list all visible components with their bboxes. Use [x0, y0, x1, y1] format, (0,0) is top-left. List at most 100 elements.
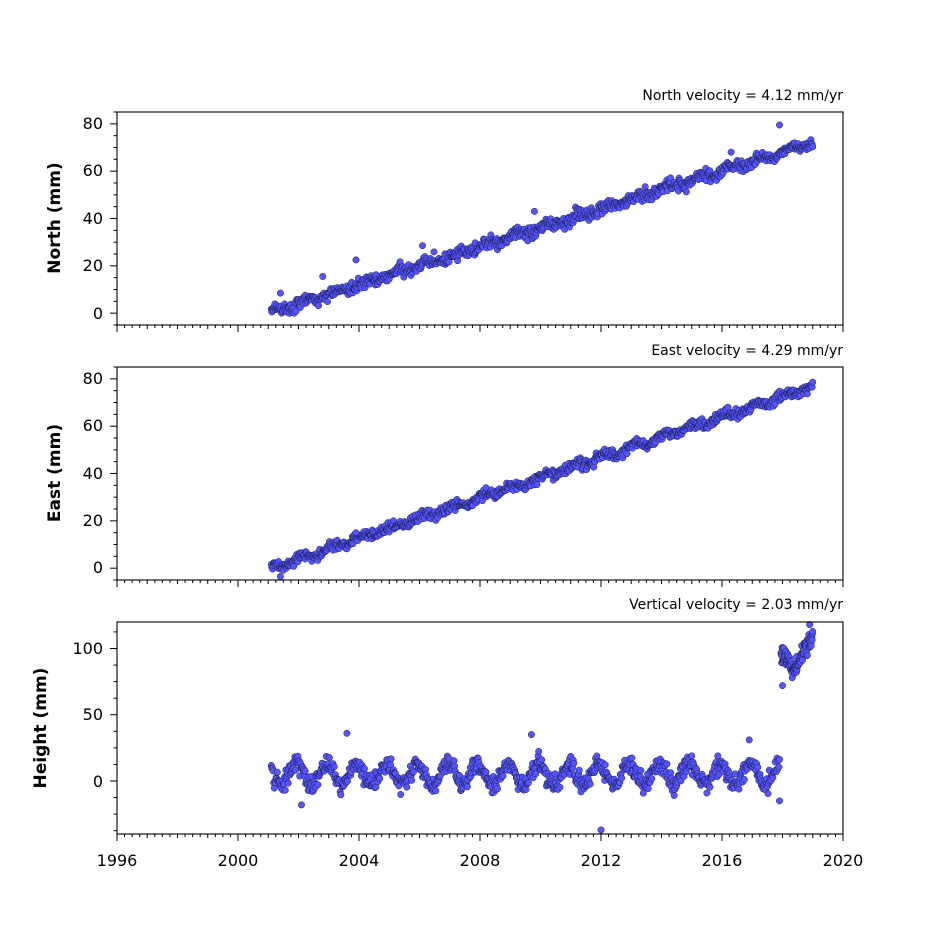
- outlier-point: [352, 529, 360, 537]
- x-tick-label: 1996: [97, 851, 138, 870]
- data-point: [463, 783, 471, 791]
- data-point: [532, 770, 540, 778]
- x-tick-label: 2020: [823, 851, 864, 870]
- data-point: [618, 774, 626, 782]
- data-point: [387, 755, 395, 763]
- outlier-point: [779, 682, 786, 690]
- data-point: [754, 763, 762, 771]
- x-tick-label: 2008: [460, 851, 501, 870]
- height-y-tick-label: 50: [83, 705, 103, 724]
- data-point: [663, 760, 671, 768]
- data-point: [714, 752, 722, 760]
- data-point: [628, 754, 636, 762]
- data-point: [344, 777, 351, 785]
- data-point: [764, 790, 772, 798]
- height-y-tick-label: 0: [93, 772, 103, 791]
- data-point: [360, 765, 368, 773]
- data-point: [524, 779, 532, 787]
- east-panel: East velocity = 4.29 mm/yr East (mm) 0 2…: [45, 343, 844, 587]
- north-plot-frame: [116, 111, 844, 326]
- data-point: [809, 378, 817, 386]
- data-point: [301, 767, 309, 775]
- data-point: [735, 785, 743, 793]
- data-point: [623, 450, 631, 458]
- east-plot-frame: [116, 366, 844, 581]
- height-ticks: [110, 631, 844, 841]
- data-point: [482, 768, 490, 776]
- height-points: [267, 621, 817, 834]
- data-point: [273, 768, 281, 776]
- x-tick-labels: 1996 2000 2004 2008 2012 2016 2020: [97, 851, 864, 870]
- outlier-point: [597, 826, 605, 834]
- height-y-tick-labels: 0 50 100: [72, 639, 103, 791]
- data-point: [330, 763, 338, 771]
- x-tick-label: 2004: [339, 851, 380, 870]
- data-point: [809, 143, 817, 151]
- data-point: [409, 768, 417, 776]
- data-point: [703, 789, 711, 797]
- height-panel: Vertical velocity = 2.03 mm/yr Height (m…: [31, 597, 863, 870]
- x-tick-label: 2012: [581, 851, 622, 870]
- x-tick-label: 2016: [702, 851, 743, 870]
- data-point: [376, 775, 384, 783]
- outlier-point: [352, 256, 360, 264]
- data-point: [403, 783, 411, 791]
- north-panel: North velocity = 4.12 mm/yr North (mm) 0…: [45, 88, 844, 332]
- outlier-point: [745, 736, 753, 744]
- data-point: [670, 792, 678, 799]
- data-point: [807, 642, 815, 650]
- data-point: [637, 767, 645, 774]
- data-point: [667, 174, 675, 182]
- data-point: [408, 776, 416, 784]
- data-point: [397, 791, 405, 798]
- data-point: [324, 298, 331, 306]
- north-velocity-title: North velocity = 4.12 mm/yr: [642, 88, 843, 104]
- east-ticks: [110, 366, 844, 587]
- height-plot-frame: [116, 621, 844, 835]
- data-point: [325, 754, 333, 762]
- east-y-tick-label: 40: [83, 464, 103, 483]
- data-point: [586, 780, 594, 788]
- data-point: [639, 789, 647, 797]
- data-point: [575, 766, 583, 774]
- data-point: [430, 248, 438, 256]
- data-point: [314, 781, 322, 789]
- outlier-point: [298, 801, 305, 809]
- east-velocity-title: East velocity = 4.29 mm/yr: [651, 343, 843, 359]
- data-point: [281, 786, 289, 794]
- data-point: [556, 783, 564, 791]
- east-y-tick-labels: 0 20 40 60 80: [83, 369, 103, 577]
- outlier-point: [419, 242, 426, 250]
- north-points: [267, 121, 817, 317]
- outlier-point: [776, 121, 783, 129]
- data-point: [740, 776, 748, 783]
- data-point: [533, 481, 541, 489]
- vertical-velocity-title: Vertical velocity = 2.03 mm/yr: [629, 597, 843, 613]
- data-point: [688, 752, 696, 760]
- data-point: [570, 759, 578, 767]
- north-axis-label: North (mm): [45, 162, 65, 273]
- data-point: [706, 783, 714, 791]
- x-tick-label: 2000: [218, 851, 259, 870]
- data-point: [775, 763, 783, 771]
- north-y-tick-label: 40: [83, 209, 103, 228]
- east-axis-label: East (mm): [45, 424, 65, 522]
- outlier-point: [776, 797, 783, 805]
- data-point: [535, 747, 543, 755]
- data-point: [809, 627, 817, 635]
- data-point: [455, 772, 463, 779]
- data-point: [803, 651, 811, 659]
- outlier-point: [276, 573, 284, 580]
- data-point: [315, 302, 322, 310]
- data-point: [803, 390, 811, 398]
- outlier-point: [343, 729, 351, 737]
- data-point: [284, 779, 292, 787]
- data-point: [601, 761, 609, 769]
- data-point: [644, 785, 652, 793]
- outlier-point: [727, 148, 735, 156]
- east-y-tick-label: 20: [83, 511, 103, 530]
- data-point: [808, 636, 816, 644]
- data-point: [337, 791, 345, 799]
- outlier-point: [319, 273, 327, 280]
